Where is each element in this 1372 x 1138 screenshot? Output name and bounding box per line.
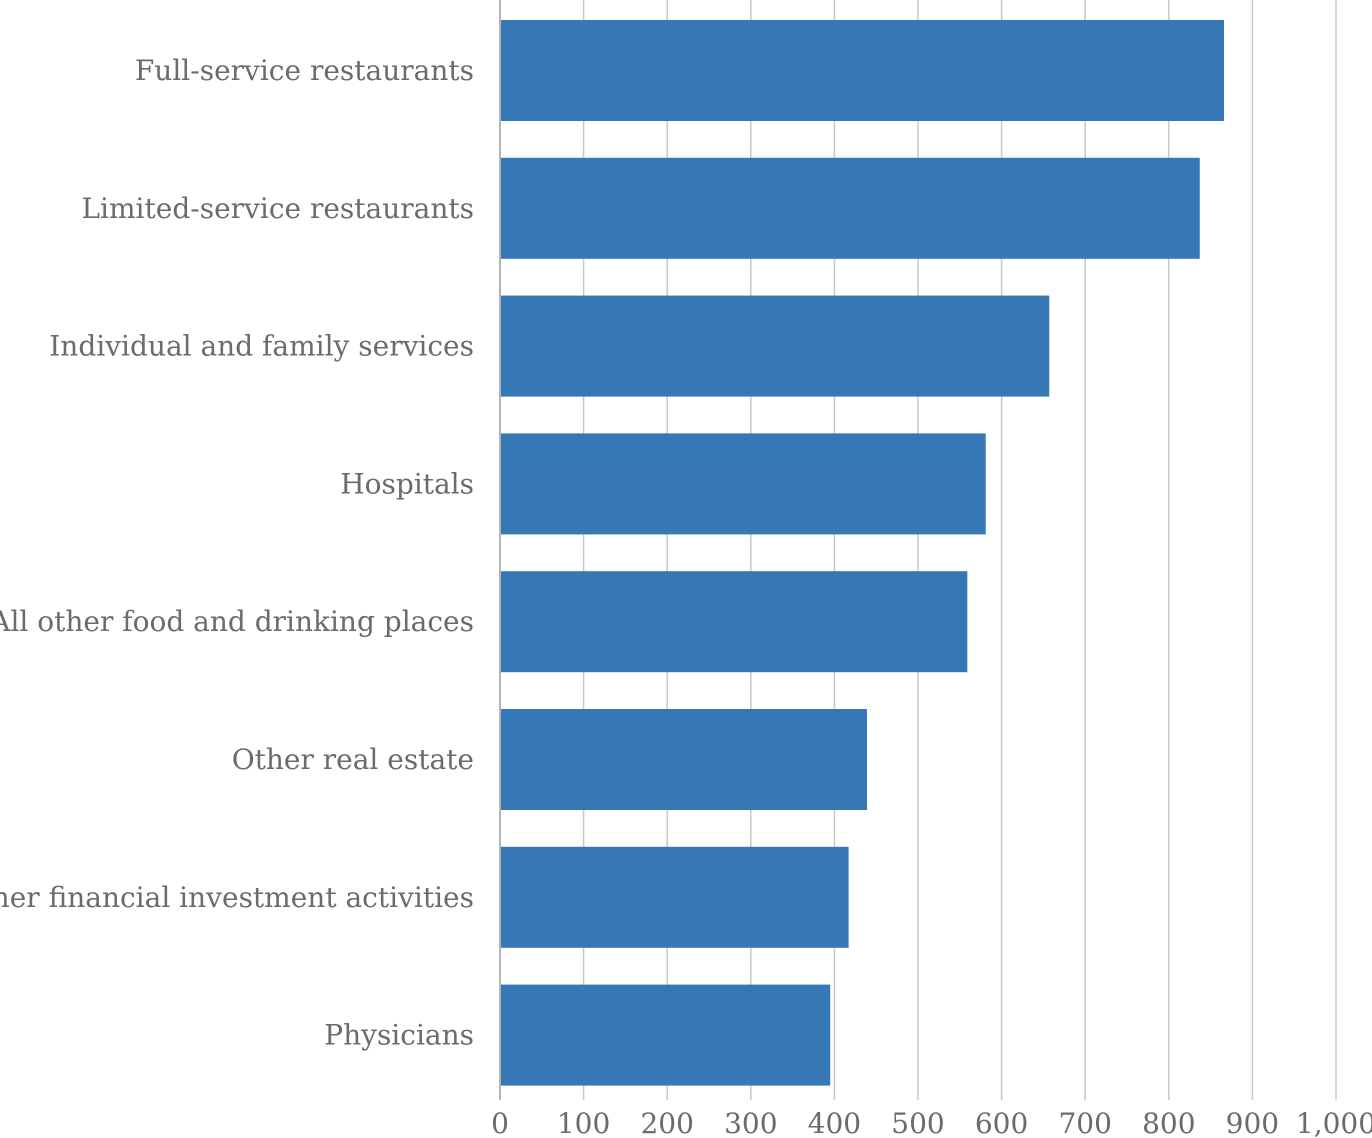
category-label: Limited-service restaurants — [81, 192, 474, 225]
x-tick-label: 500 — [891, 1107, 944, 1138]
x-tick-label: 100 — [557, 1107, 610, 1138]
category-label: Other real estate — [232, 743, 474, 776]
category-labels: Full-service restaurants Limited-service … — [0, 54, 474, 1052]
bar — [500, 985, 830, 1086]
bar — [500, 296, 1049, 397]
category-label: Individual and family services — [49, 330, 474, 363]
bar — [500, 709, 867, 810]
x-tick-labels: 0 100 200 300 400 500 600 700 800 900 1,000 — [491, 1107, 1372, 1138]
x-tick-label: 700 — [1058, 1107, 1111, 1138]
category-label: Other financial investment activities — [0, 881, 474, 914]
category-label: Full-service restaurants — [135, 54, 474, 87]
bar — [500, 158, 1200, 259]
bars — [500, 20, 1224, 1086]
x-tick-label: 800 — [1142, 1107, 1195, 1138]
x-tick-label: 400 — [808, 1107, 861, 1138]
bar — [500, 571, 967, 672]
bar — [500, 20, 1224, 121]
x-tick-label: 300 — [724, 1107, 777, 1138]
x-tick-label: 200 — [640, 1107, 693, 1138]
x-tick-label: 600 — [975, 1107, 1028, 1138]
x-tick-label: 1,000 — [1296, 1107, 1372, 1138]
category-label: Physicians — [324, 1019, 474, 1052]
x-tick-label: 900 — [1226, 1107, 1279, 1138]
x-tick-label: 0 — [491, 1107, 509, 1138]
category-label: All other food and drinking places — [0, 605, 474, 638]
bar — [500, 433, 986, 534]
bar — [500, 847, 849, 948]
category-label: Hospitals — [340, 467, 474, 500]
